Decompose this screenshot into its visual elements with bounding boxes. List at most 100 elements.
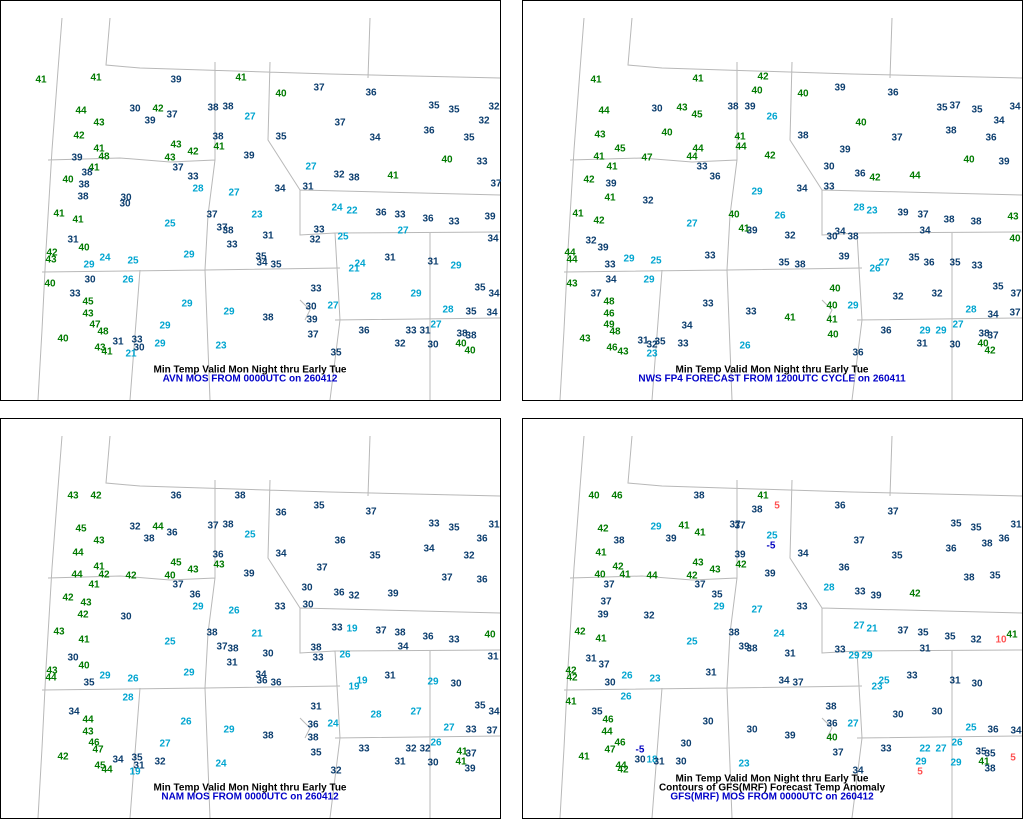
- station-value: 41: [826, 315, 838, 326]
- station-value: 29: [181, 299, 193, 310]
- station-value: 38: [206, 628, 218, 639]
- station-value: 33: [331, 623, 343, 634]
- station-value: 41: [565, 697, 577, 708]
- station-value: 36: [923, 258, 935, 269]
- station-value: 36: [826, 719, 838, 730]
- station-value: 32: [333, 170, 345, 181]
- station-value: 36: [834, 501, 846, 512]
- station-value: 41: [572, 209, 584, 220]
- station-value: 40: [594, 570, 606, 581]
- station-value: 30: [971, 679, 983, 690]
- station-value: 43: [164, 153, 176, 164]
- station-value: 32: [970, 635, 982, 646]
- station-value: 32: [154, 757, 166, 768]
- station-value: 46: [614, 738, 626, 749]
- station-value: 41: [734, 132, 746, 143]
- station-value: 39: [998, 157, 1010, 168]
- station-value: 37: [590, 289, 602, 300]
- station-value: 38: [794, 260, 806, 271]
- station-value: 27: [305, 162, 317, 173]
- station-value: 42: [764, 151, 776, 162]
- station-value: 31: [302, 182, 314, 193]
- station-value: 40: [829, 284, 841, 295]
- station-value: 31: [427, 257, 439, 268]
- station-value: 44: [686, 152, 698, 163]
- station-value: 28: [370, 292, 382, 303]
- station-value: 29: [848, 651, 860, 662]
- station-value: 27: [159, 739, 171, 750]
- station-value: 18: [646, 755, 658, 766]
- station-value: 26: [127, 674, 139, 685]
- station-value: 41: [72, 215, 84, 226]
- station-value: 36: [887, 88, 899, 99]
- contour-label: -5: [767, 541, 776, 552]
- station-value: 33: [448, 217, 460, 228]
- contour-label: 5: [774, 501, 780, 512]
- station-value: 25: [650, 256, 662, 267]
- station-value: 29: [919, 326, 931, 337]
- caption: Contours of GFS(MRF) Forecast Temp Anoma…: [659, 783, 886, 794]
- station-value: 40: [1009, 234, 1021, 245]
- station-value: 33: [274, 602, 286, 613]
- station-value: 39: [170, 75, 182, 86]
- station-value: 44: [646, 571, 658, 582]
- station-value: 27: [853, 621, 865, 632]
- station-value: 40: [62, 175, 74, 186]
- station-value: 43: [67, 491, 79, 502]
- station-value: 41: [595, 634, 607, 645]
- station-value: 35: [591, 707, 603, 718]
- station-value: 47: [89, 320, 101, 331]
- station-value: 33: [476, 157, 488, 168]
- station-value: 45: [75, 524, 87, 535]
- station-value: 36: [166, 528, 178, 539]
- station-value: 34: [919, 226, 931, 237]
- contour-label: 5: [1010, 753, 1016, 764]
- station-value: 32: [892, 292, 904, 303]
- station-value: 21: [866, 624, 878, 635]
- station-value: 39: [306, 315, 318, 326]
- station-value: 34: [778, 676, 790, 687]
- station-value: 35: [936, 103, 948, 114]
- station-value: 26: [339, 650, 351, 661]
- station-value: 42: [46, 248, 58, 259]
- station-value: 36: [189, 590, 201, 601]
- map-boundaries: [37, 17, 501, 401]
- station-value: 31: [916, 339, 928, 350]
- station-value: 27: [410, 707, 422, 718]
- station-value: 36: [476, 575, 488, 586]
- station-value: 26: [620, 692, 632, 703]
- station-value: 39: [738, 642, 750, 653]
- station-value: 38: [963, 573, 975, 584]
- station-value: 33: [465, 725, 477, 736]
- station-value: 38: [970, 217, 982, 228]
- station-value: 43: [170, 140, 182, 151]
- station-value: 40: [661, 128, 673, 139]
- station-value: 35: [131, 753, 143, 764]
- station-value: 31: [919, 644, 931, 655]
- station-value: 35: [275, 132, 287, 143]
- station-value: 32: [129, 522, 141, 533]
- station-value: 38: [222, 102, 234, 113]
- station-value: 42: [735, 560, 747, 571]
- station-value: 38: [727, 102, 739, 113]
- station-value: 34: [397, 642, 409, 653]
- station-value: 40: [826, 301, 838, 312]
- station-value: 38: [222, 226, 234, 237]
- station-value: 39: [71, 153, 83, 164]
- station-value: 37: [441, 573, 453, 584]
- caption: Min Temp Valid Mon Night thru Early Tue: [154, 783, 347, 794]
- station-value: 41: [738, 224, 750, 235]
- station-value: 39: [387, 589, 399, 600]
- station-value: 28: [965, 305, 977, 316]
- station-value: 42: [125, 571, 137, 582]
- station-value: 34: [852, 766, 864, 777]
- station-value: 46: [602, 715, 614, 726]
- station-value: 32: [478, 116, 490, 127]
- station-value: 27: [847, 719, 859, 730]
- station-value: 49: [603, 320, 615, 331]
- station-value: 42: [583, 175, 595, 186]
- station-value: 24: [773, 629, 785, 640]
- station-value: 35: [463, 133, 475, 144]
- station-value: 37: [734, 521, 746, 532]
- station-value: 44: [909, 171, 921, 182]
